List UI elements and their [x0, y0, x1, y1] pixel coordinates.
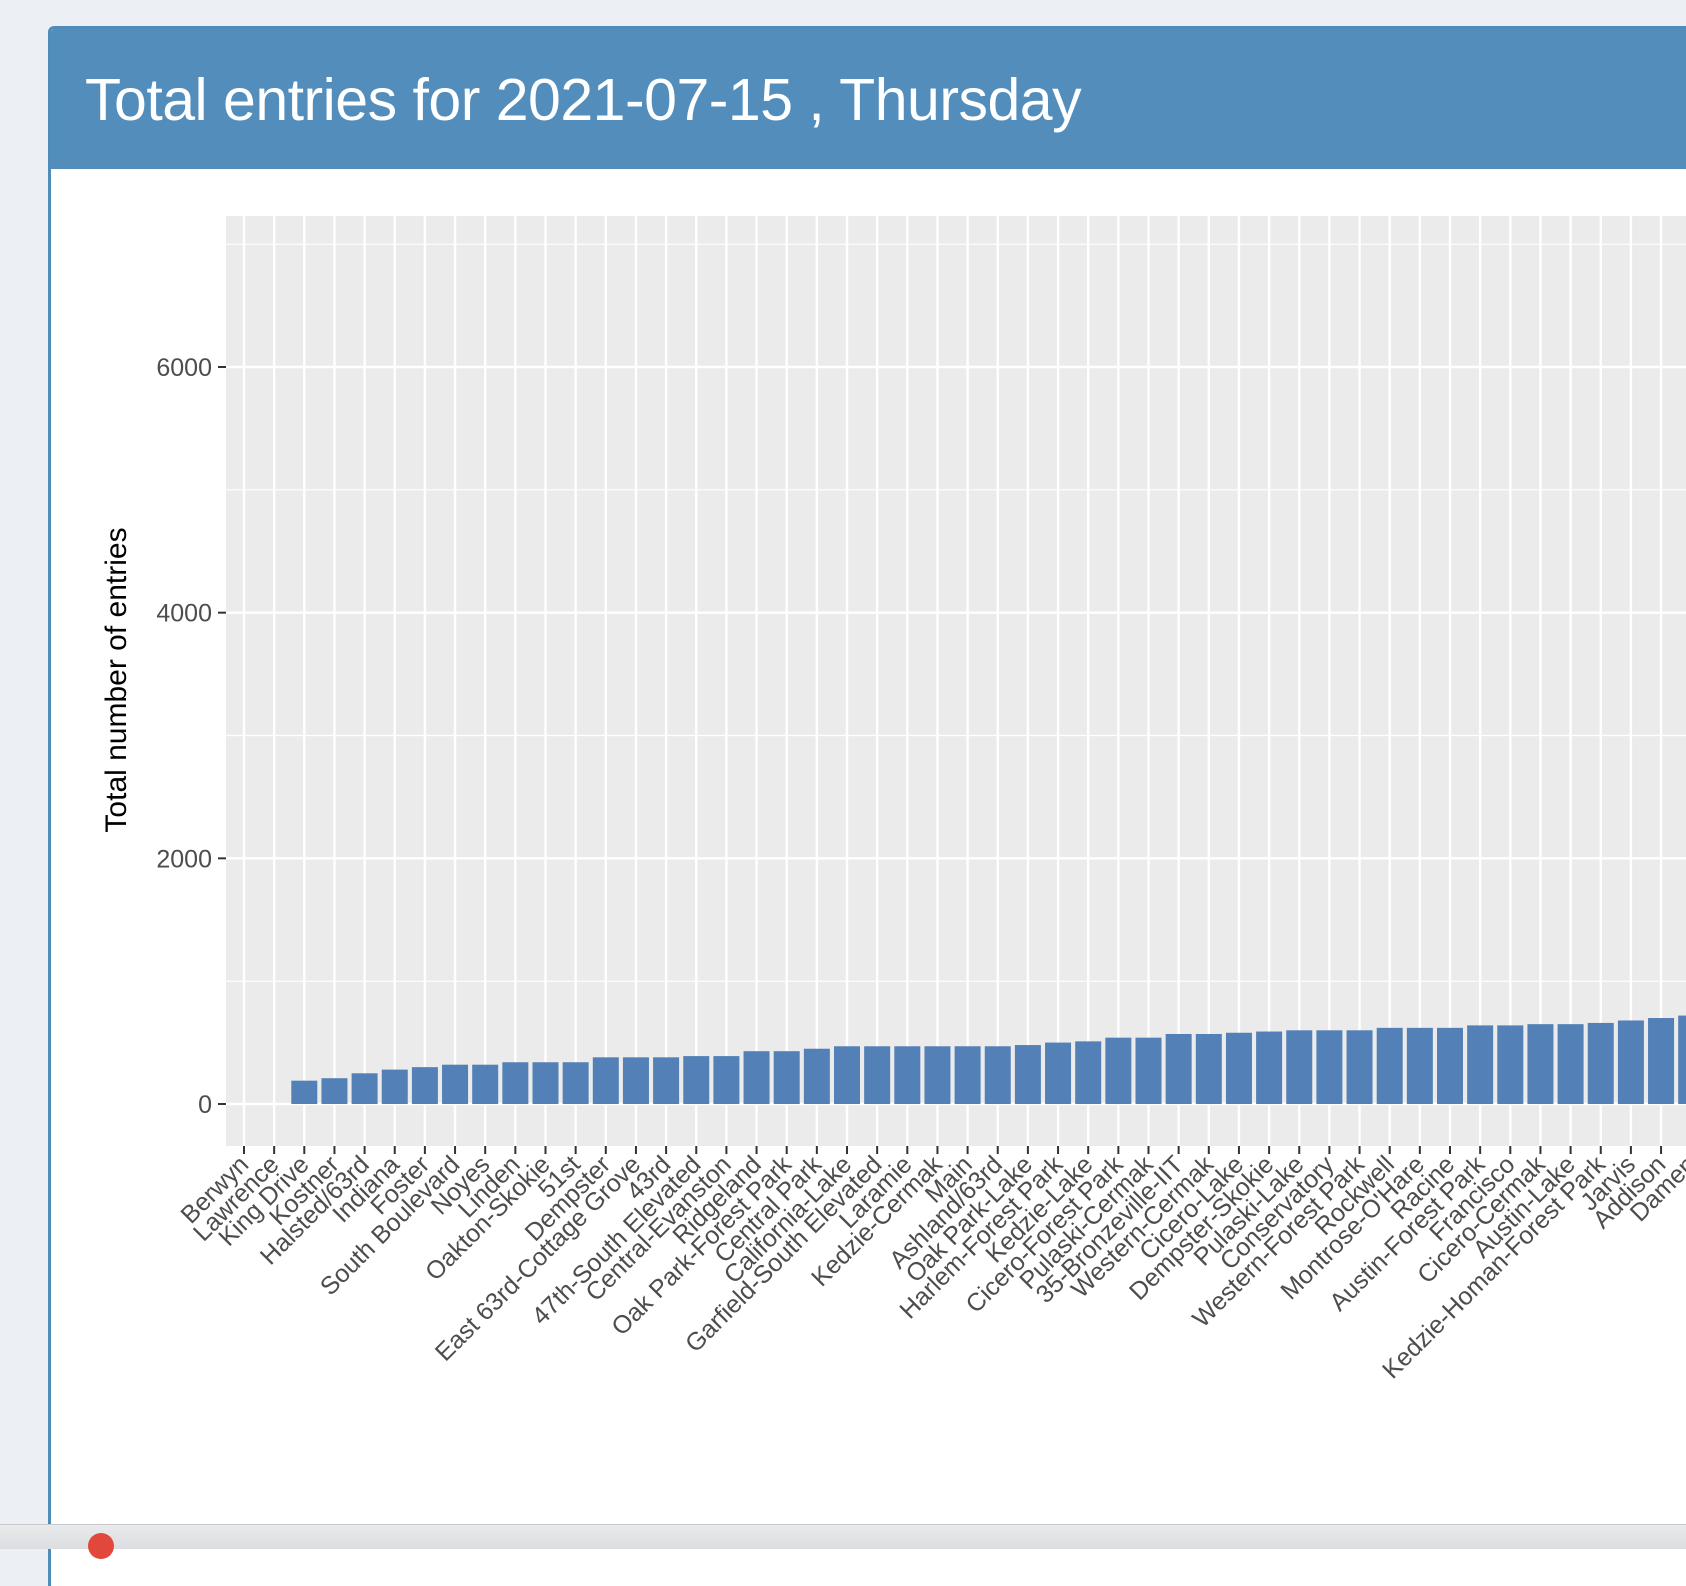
y-tick-label: 4000	[156, 600, 212, 628]
bar-16	[713, 1056, 739, 1104]
bar-32	[1196, 1034, 1222, 1104]
bar-38	[1377, 1028, 1403, 1104]
bar-44	[1558, 1024, 1584, 1104]
bar-40	[1437, 1028, 1463, 1104]
bar-47	[1648, 1018, 1674, 1104]
bar-6	[412, 1067, 438, 1104]
bar-13	[623, 1057, 649, 1104]
bar-27	[1045, 1043, 1071, 1104]
bar-5	[382, 1070, 408, 1104]
bar-45	[1588, 1023, 1614, 1104]
bar-2	[291, 1081, 317, 1104]
plot-panel	[226, 216, 1686, 1146]
y-tick-label: 0	[198, 1091, 212, 1119]
y-tick-label: 6000	[156, 354, 212, 382]
bar-37	[1347, 1030, 1373, 1104]
bar-39	[1407, 1028, 1433, 1104]
bar-42	[1497, 1025, 1523, 1104]
bar-3	[321, 1078, 347, 1104]
y-axis-title: Total number of entries	[100, 527, 133, 832]
y-tick-label: 2000	[156, 845, 212, 873]
bar-26	[1015, 1045, 1041, 1104]
bar-21	[864, 1046, 890, 1104]
bar-22	[894, 1046, 920, 1104]
bar-19	[804, 1049, 830, 1104]
bar-7	[442, 1065, 468, 1104]
bar-11	[563, 1062, 589, 1104]
bar-18	[774, 1051, 800, 1104]
bar-23	[924, 1046, 950, 1104]
bar-20	[834, 1046, 860, 1104]
bar-48	[1678, 1016, 1686, 1104]
bar-28	[1075, 1041, 1101, 1104]
bar-24	[955, 1046, 981, 1104]
bar-14	[653, 1057, 679, 1104]
bar-12	[593, 1057, 619, 1104]
notification-dot-icon	[88, 1533, 114, 1559]
bar-41	[1467, 1025, 1493, 1104]
bar-17	[744, 1051, 770, 1104]
taskbar	[0, 1524, 1686, 1549]
bar-15	[683, 1056, 709, 1104]
bar-30	[1136, 1038, 1162, 1104]
bar-25	[985, 1046, 1011, 1104]
bar-46	[1618, 1020, 1644, 1104]
bar-43	[1527, 1024, 1553, 1104]
bar-31	[1166, 1034, 1192, 1104]
bar-36	[1316, 1030, 1342, 1104]
bar-4	[352, 1073, 378, 1104]
bar-35	[1286, 1030, 1312, 1104]
bar-8	[472, 1065, 498, 1104]
bar-10	[533, 1062, 559, 1104]
bar-34	[1256, 1032, 1282, 1104]
bar-33	[1226, 1033, 1252, 1104]
bar-29	[1105, 1038, 1131, 1104]
bar-9	[502, 1062, 528, 1104]
